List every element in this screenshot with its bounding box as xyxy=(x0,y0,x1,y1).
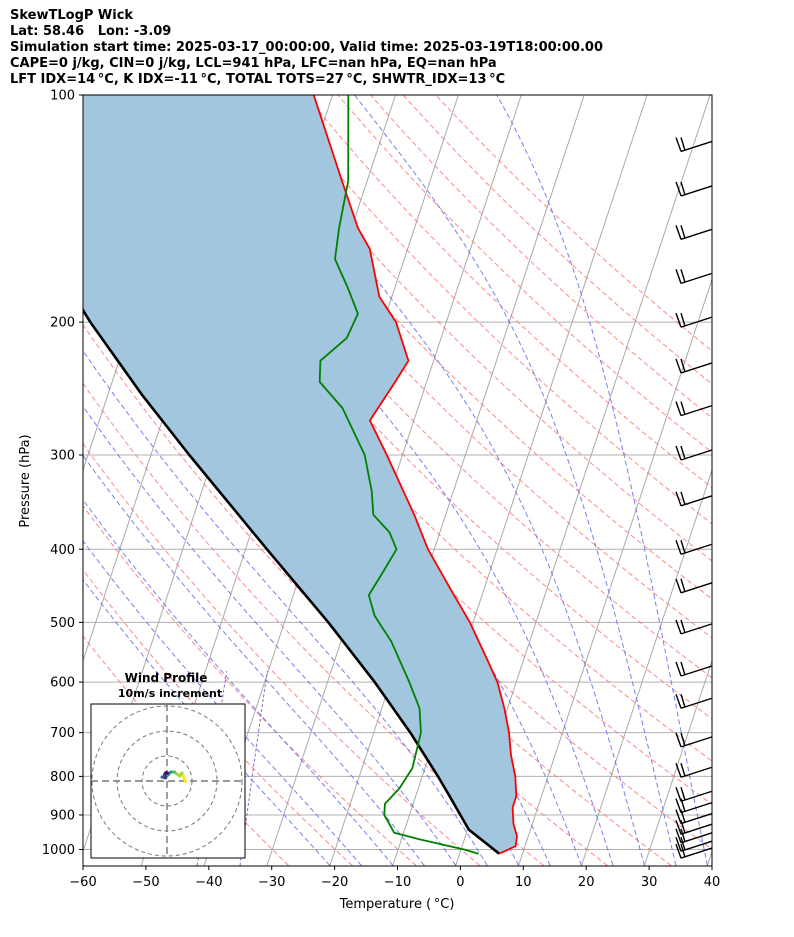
wind-barb xyxy=(675,137,713,153)
x-tick-label: 10 xyxy=(515,875,532,890)
temperature-profile-line xyxy=(312,95,518,855)
wind-barb xyxy=(675,181,713,197)
isotherm-gridline xyxy=(706,849,712,866)
x-tick-label: −50 xyxy=(132,875,159,890)
chart-title: SkewTLogP Wick xyxy=(10,8,134,23)
y-tick-label: 1000 xyxy=(42,843,75,858)
wind-barb xyxy=(675,836,713,852)
wind-barb xyxy=(675,828,713,844)
x-tick-label: −20 xyxy=(321,875,348,890)
x-tick-label: −10 xyxy=(384,875,411,890)
moist-adiabat xyxy=(138,95,614,866)
wind-barb xyxy=(675,763,713,778)
cin-shading xyxy=(83,95,517,854)
dry-adiabat xyxy=(83,266,672,866)
parcel-profile-line xyxy=(83,307,501,855)
chart-title-block: SkewTLogP Wick Lat: 58.46 Lon: -3.09 Sim… xyxy=(10,8,780,88)
moist-adiabat xyxy=(83,405,457,866)
wind-barb xyxy=(675,225,713,241)
moist-adiabat xyxy=(83,454,425,866)
y-axis-label: Pressure (hPa) xyxy=(18,434,33,527)
wind-barb xyxy=(675,787,713,802)
hodograph-title: Wind Profile xyxy=(125,671,208,685)
cape-line: CAPE=0 j/kg, CIN=0 j/kg, LCL=941 hPa, LF… xyxy=(10,56,497,71)
x-tick-label: −60 xyxy=(69,875,96,890)
wind-barb xyxy=(675,269,713,285)
y-tick-label: 900 xyxy=(50,808,75,823)
wind-barb xyxy=(675,358,713,374)
moist-adiabat xyxy=(496,95,708,866)
dry-adiabat xyxy=(83,442,481,866)
wind-barb xyxy=(675,445,713,461)
isotherm-gridline xyxy=(0,95,18,865)
dewpoint-profile-line xyxy=(318,95,479,855)
dry-adiabat xyxy=(304,95,712,489)
time-line: Simulation start time: 2025-03-17_00:00:… xyxy=(10,40,603,55)
y-tick-label: 800 xyxy=(50,770,75,785)
moist-adiabat xyxy=(83,540,362,866)
dry-adiabat xyxy=(370,95,712,419)
wind-barb xyxy=(675,661,713,677)
y-tick-label: 300 xyxy=(50,448,75,463)
x-tick-label: 40 xyxy=(704,875,721,890)
index-line: LFT IDX=14 °C, K IDX=-11 °C, TOTAL TOTS=… xyxy=(10,72,506,87)
dry-adiabat xyxy=(239,95,712,562)
wind-barb xyxy=(675,694,713,709)
wind-barb xyxy=(675,540,713,555)
y-tick-label: 400 xyxy=(50,543,75,558)
isotherm-gridline xyxy=(0,95,81,865)
dry-adiabat xyxy=(207,95,712,600)
x-tick-label: 20 xyxy=(578,875,595,890)
dry-adiabat xyxy=(272,95,712,525)
wind-barb xyxy=(675,491,713,507)
moist-adiabat xyxy=(83,350,488,866)
isotherm-gridline xyxy=(581,468,712,866)
isotherm-gridline xyxy=(329,95,585,866)
dry-adiabat xyxy=(83,210,712,850)
y-tick-label: 200 xyxy=(50,316,75,331)
y-tick-label: 500 xyxy=(50,616,75,631)
isotherm-gridline xyxy=(643,659,712,866)
x-axis-label: Temperature ( °C) xyxy=(339,897,455,912)
y-tick-label: 700 xyxy=(50,726,75,741)
wind-barb xyxy=(675,312,713,328)
y-tick-label: 100 xyxy=(50,89,75,104)
x-tick-label: 0 xyxy=(456,875,464,890)
moist-adiabat xyxy=(83,578,331,866)
wind-barb xyxy=(675,401,713,417)
dry-adiabat xyxy=(83,569,353,866)
moist-adiabat xyxy=(354,95,677,866)
dry-adiabat xyxy=(83,323,608,866)
location-line: Lat: 58.46 Lon: -3.09 xyxy=(10,24,172,39)
y-tick-label: 600 xyxy=(50,676,75,691)
wind-barb xyxy=(675,819,713,835)
wind-barb xyxy=(675,732,713,748)
x-tick-label: −30 xyxy=(258,875,285,890)
x-tick-label: −40 xyxy=(195,875,222,890)
wind-barb xyxy=(675,578,713,594)
isotherm-gridline xyxy=(518,277,712,866)
dry-adiabat xyxy=(83,505,417,866)
isotherm-gridline xyxy=(770,95,794,865)
x-tick-label: 30 xyxy=(641,875,658,890)
wind-barb xyxy=(675,619,713,635)
hodograph-subtitle: 10m/s increment xyxy=(118,687,222,700)
